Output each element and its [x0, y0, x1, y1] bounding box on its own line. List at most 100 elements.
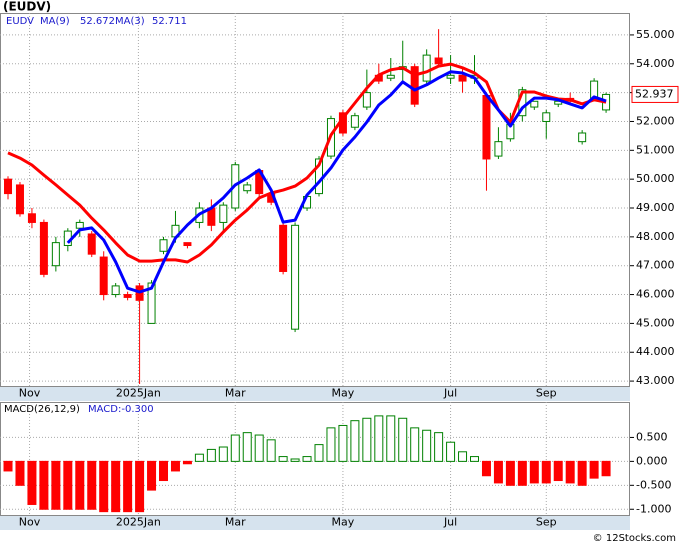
macd-bar	[386, 415, 396, 462]
x-tick-label: Mar	[225, 387, 246, 400]
y-tick-label: -1.000	[636, 502, 671, 515]
x-tick-label: May	[332, 516, 355, 529]
candle-body	[542, 112, 551, 122]
macd-bar	[529, 460, 539, 484]
macd-bar	[422, 429, 432, 462]
price-tag-label: 52.937	[635, 87, 674, 100]
macd-bar	[589, 460, 599, 479]
candle-body	[494, 141, 503, 157]
candle-body	[51, 242, 60, 267]
macd-bar	[194, 453, 204, 462]
macd-bar	[51, 460, 61, 510]
ma-line	[7, 62, 607, 264]
y-tick-label: 0.500	[636, 430, 668, 443]
y-tick-label: -0.500	[636, 478, 671, 491]
candle-body	[111, 285, 120, 296]
macd-bar	[75, 460, 85, 510]
macd-bar	[278, 456, 288, 462]
macd-bar	[302, 456, 312, 462]
y-tick-label: 49.000	[636, 201, 675, 214]
macd-bar	[446, 441, 456, 462]
candle-body	[410, 66, 419, 105]
macd-bar	[254, 434, 264, 462]
candle-body	[39, 221, 48, 275]
candle-body	[279, 224, 288, 272]
legend-symbol: EUDV	[6, 16, 34, 27]
macd-bar	[135, 460, 145, 513]
macd-bar	[470, 456, 480, 462]
candle-body	[386, 74, 395, 79]
candle-body	[362, 92, 371, 108]
candle-body	[446, 74, 455, 79]
candle-body	[530, 100, 539, 108]
candle-body	[350, 115, 359, 128]
candle-body	[27, 213, 36, 223]
x-tick-label: Jul	[443, 516, 457, 529]
x-tick-label: May	[332, 387, 355, 400]
x-tick-label: Nov	[19, 387, 41, 400]
x-tick-label: Mar	[225, 516, 246, 529]
y-tick-label: 55.000	[636, 28, 675, 41]
macd-bar	[15, 460, 25, 486]
macd-bar	[374, 415, 384, 462]
candle-body	[99, 256, 108, 296]
macd-bar	[338, 424, 348, 462]
macd-bar	[553, 460, 563, 482]
macd-bar	[350, 420, 360, 462]
y-tick-label: 45.000	[636, 316, 675, 329]
macd-bar	[27, 460, 37, 505]
macd-bar	[493, 460, 503, 484]
macd-bar	[218, 446, 228, 462]
macd-bar	[266, 439, 276, 462]
candle-body	[243, 184, 252, 192]
y-tick-label: 48.000	[636, 230, 675, 243]
macd-bar	[326, 427, 336, 462]
macd-bar	[458, 451, 468, 462]
macd-bar	[517, 460, 527, 486]
macd-bar	[39, 460, 49, 510]
legend-value: 52.672	[80, 16, 115, 27]
x-tick-label: Sep	[536, 387, 557, 400]
candle-body	[219, 204, 228, 223]
candle-body	[147, 282, 156, 324]
x-tick-label: 2025Jan	[116, 516, 161, 529]
y-tick-label: 50.000	[636, 172, 675, 185]
macd-bar	[206, 448, 216, 462]
macd-bar	[111, 460, 121, 513]
candle-body	[434, 57, 443, 65]
y-tick-label: 54.000	[636, 57, 675, 70]
macd-bar	[242, 432, 252, 462]
macd-bar	[170, 460, 180, 472]
candle-body	[291, 224, 300, 330]
macd-bar	[123, 460, 133, 513]
y-tick-label: 52.000	[636, 114, 675, 127]
x-tick-label: Sep	[536, 516, 557, 529]
macd-bar	[99, 460, 109, 513]
macd-bar	[565, 460, 575, 484]
price-tag	[631, 85, 679, 103]
candle-body	[123, 294, 132, 298]
macd-bar	[3, 460, 13, 472]
legend-entry: MA(3)	[115, 16, 145, 27]
candle-body	[87, 233, 96, 255]
macd-bar	[63, 460, 73, 510]
macd-bar	[505, 460, 515, 486]
macd-bar	[410, 427, 420, 462]
candle-body	[422, 54, 431, 82]
x-axis-band	[0, 515, 630, 530]
y-tick-label: 43.000	[636, 374, 675, 387]
ma-line	[66, 70, 607, 294]
legend-value: 52.711	[152, 16, 187, 27]
x-axis-band	[0, 386, 630, 401]
panel-title: MACD(26,12,9)	[4, 404, 80, 415]
y-tick-label: 51.000	[636, 143, 675, 156]
copyright: © 12Stocks.com	[593, 533, 676, 544]
macd-bar	[182, 460, 192, 465]
candle-body	[578, 132, 587, 143]
y-tick-label: 44.000	[636, 345, 675, 358]
candle-body	[482, 95, 491, 160]
macd-bar	[434, 432, 444, 462]
macd-bar	[601, 460, 611, 477]
macd-bar	[362, 417, 372, 462]
chart-title: (EUDV)	[3, 0, 51, 14]
